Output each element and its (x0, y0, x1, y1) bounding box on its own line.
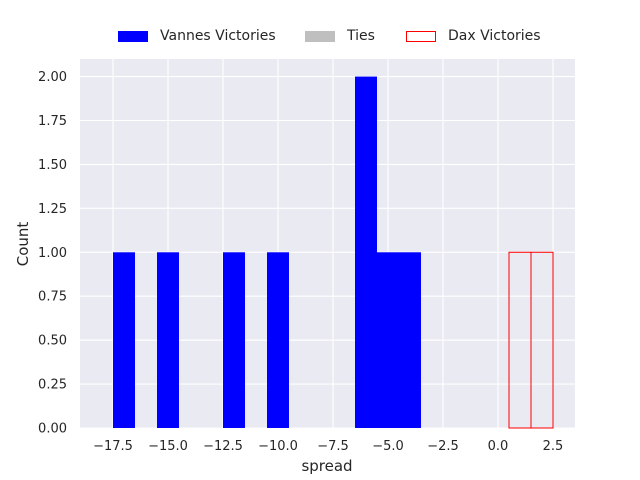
vannes-victories-bar (157, 252, 179, 428)
y-tick-label: 1.75 (38, 114, 67, 129)
legend-label-vannes: Vannes Victories (160, 28, 276, 44)
plot-background (80, 59, 575, 428)
y-tick-label: 2.00 (38, 70, 67, 85)
x-tick-label: −5.0 (372, 439, 404, 454)
x-axis-label: spread (301, 457, 352, 475)
x-tick-label: −2.5 (427, 439, 459, 454)
x-tick-labels: −17.5 −15.0 −12.5 −10.0 −7.5 −5.0 −2.5 0.0 2.5 (93, 439, 563, 454)
x-tick-label: 0.0 (488, 439, 509, 454)
y-tick-label: 0.00 (38, 422, 67, 437)
legend-label-ties: Ties (347, 28, 375, 44)
x-tick-label: −12.5 (203, 439, 243, 454)
ties-swatch (305, 30, 335, 42)
dax-swatch (406, 30, 436, 42)
vannes-victories-bar (355, 76, 377, 429)
vannes-victories-bar (399, 252, 421, 428)
x-tick-label: 2.5 (543, 439, 564, 454)
dax-victories-bar (530, 251, 554, 429)
y-tick-label: 0.25 (38, 378, 67, 393)
x-tick-label: −10.0 (258, 439, 298, 454)
x-tick-label: −15.0 (148, 439, 188, 454)
vannes-swatch (118, 30, 148, 42)
y-axis-label: Count (14, 222, 32, 267)
legend-label-dax: Dax Victories (448, 28, 541, 44)
legend-item-ties[interactable]: Ties (305, 24, 375, 48)
vannes-victories-bar (267, 252, 289, 428)
x-tick-label: −17.5 (93, 439, 133, 454)
y-tick-label: 1.00 (38, 246, 67, 261)
y-tick-labels: 0.00 0.25 0.50 0.75 1.00 1.25 1.50 1.75 2.00 (38, 70, 67, 436)
x-tick-label: −7.5 (317, 439, 349, 454)
y-tick-label: 0.75 (38, 290, 67, 305)
legend-item-vannes[interactable]: Vannes Victories (118, 24, 276, 48)
vannes-victories-bar (113, 252, 135, 428)
legend-item-dax[interactable]: Dax Victories (406, 24, 541, 48)
vannes-victories-bar (377, 252, 399, 428)
y-tick-label: 1.25 (38, 202, 67, 217)
y-tick-label: 0.50 (38, 334, 67, 349)
y-tick-label: 1.50 (38, 158, 67, 173)
legend: Vannes Victories Ties Dax Victories (0, 24, 640, 48)
vannes-victories-bar (223, 252, 245, 428)
histogram-bars (113, 76, 554, 429)
